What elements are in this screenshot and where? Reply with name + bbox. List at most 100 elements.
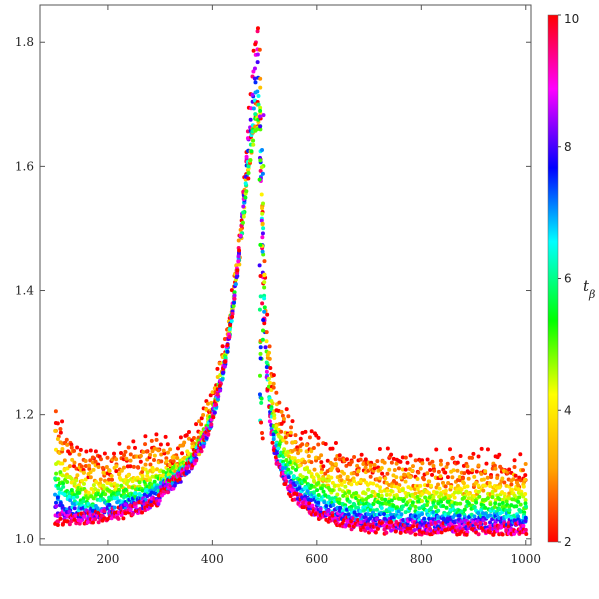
scatter-point	[509, 482, 514, 487]
scatter-point	[333, 457, 338, 462]
scatter-point	[487, 481, 492, 486]
scatter-point	[320, 467, 325, 472]
scatter-point	[60, 461, 65, 466]
scatter-point	[466, 501, 471, 506]
scatter-point	[262, 273, 267, 278]
scatter-point	[342, 479, 347, 484]
scatter-point	[271, 381, 276, 386]
scatter-point	[119, 450, 123, 455]
scatter-point	[70, 457, 75, 462]
scatter-point	[69, 488, 74, 493]
scatter-point	[90, 455, 95, 460]
scatter-point	[91, 467, 96, 472]
scatter-point	[288, 460, 293, 465]
scatter-point	[342, 471, 347, 476]
scatter-point	[523, 504, 528, 509]
scatter-point	[250, 92, 255, 97]
scatter-point	[316, 481, 321, 486]
scatter-point	[488, 484, 493, 489]
scatter-point	[126, 445, 131, 450]
scatter-point	[241, 210, 246, 215]
scatter-point	[359, 520, 364, 525]
colorbar-ticks: 2 4 6 8 10	[558, 12, 579, 549]
scatter-point	[117, 471, 122, 476]
scatter-point	[186, 469, 191, 474]
scatter-point	[339, 482, 344, 487]
scatter-point	[241, 214, 246, 219]
scatter-point	[433, 505, 438, 510]
scatter-point	[379, 521, 384, 526]
scatter-point	[279, 409, 284, 414]
scatter-point	[157, 498, 162, 503]
scatter-point	[232, 296, 237, 301]
scatter-point	[346, 512, 351, 517]
scatter-point	[338, 505, 343, 510]
scatter-point	[227, 335, 232, 340]
scatter-point	[78, 518, 83, 523]
scatter-point	[256, 102, 261, 107]
scatter-point	[175, 446, 180, 451]
scatter-point	[352, 479, 357, 484]
scatter-point	[233, 282, 238, 287]
scatter-point	[260, 211, 265, 216]
scatter-point	[398, 459, 403, 464]
scatter-point	[387, 467, 392, 472]
scatter-point	[312, 467, 317, 472]
scatter-point	[368, 463, 373, 468]
scatter-point	[341, 493, 346, 498]
scatter-point	[330, 462, 335, 467]
scatter-point	[369, 493, 374, 498]
scatter-point	[236, 254, 241, 259]
scatter-point	[507, 467, 512, 472]
scatter-point	[99, 457, 104, 462]
scatter-point	[93, 517, 98, 522]
scatter-point	[410, 468, 415, 473]
scatter-point	[87, 466, 92, 471]
scatter-point	[123, 511, 128, 516]
scatter-point	[88, 470, 93, 475]
scatter-point	[194, 458, 199, 463]
scatter-point	[111, 491, 116, 496]
scatter-point	[267, 344, 272, 349]
scatter-point	[161, 473, 166, 478]
scatter-point	[476, 489, 481, 494]
scatter-point	[410, 492, 415, 497]
scatter-point	[403, 467, 408, 472]
scatter-point	[135, 475, 140, 480]
scatter-point	[438, 462, 443, 467]
scatter-point	[257, 177, 262, 182]
scatter-point	[215, 366, 220, 371]
scatter-point	[217, 383, 222, 388]
scatter-point	[516, 499, 521, 504]
scatter-point	[359, 452, 364, 457]
scatter-point	[316, 435, 321, 440]
scatter-point	[338, 474, 343, 479]
scatter-point	[521, 468, 526, 473]
scatter-point	[72, 506, 77, 511]
scatter-point	[347, 523, 352, 528]
scatter-point	[510, 487, 515, 492]
scatter-point	[351, 501, 356, 506]
scatter-point	[412, 528, 417, 532]
scatter-point	[330, 465, 335, 470]
scatter-point	[379, 505, 384, 510]
scatter-point	[457, 474, 462, 479]
scatter-point	[281, 416, 286, 421]
scatter-point	[135, 465, 140, 470]
scatter-point	[86, 490, 91, 495]
scatter-point	[238, 233, 243, 238]
scatter-point	[291, 475, 296, 479]
scatter-point	[476, 454, 481, 459]
scatter-point	[457, 513, 462, 518]
scatter-point	[83, 464, 88, 469]
scatter-point	[69, 442, 74, 447]
scatter-point	[330, 480, 335, 485]
scatter-point	[473, 521, 478, 526]
scatter-point	[69, 480, 74, 485]
scatter-point	[223, 355, 228, 360]
scatter-point	[161, 469, 166, 474]
scatter-point	[288, 430, 293, 435]
scatter-point	[311, 446, 316, 451]
scatter-point	[260, 206, 265, 211]
scatter-point	[258, 124, 263, 129]
